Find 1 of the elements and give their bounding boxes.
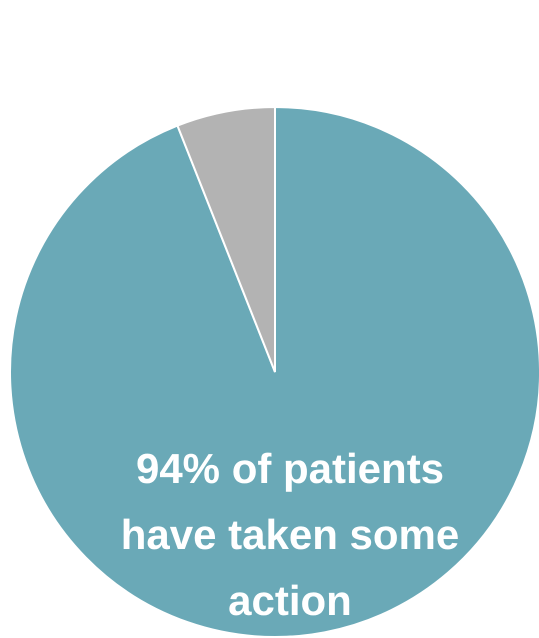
text: 94% of patients have taken some action	[120, 445, 460, 624]
